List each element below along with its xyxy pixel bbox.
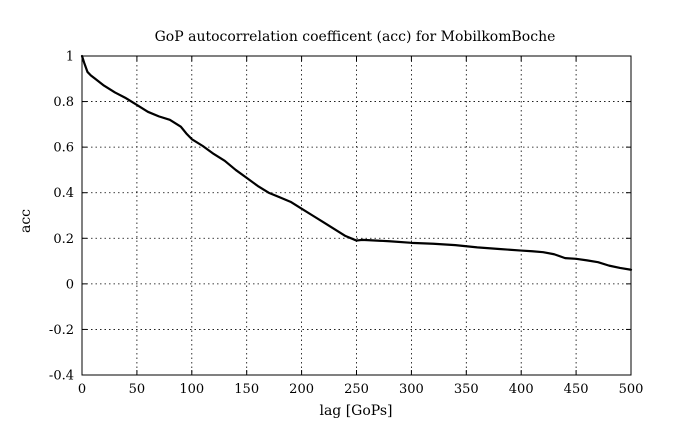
acc-series-line <box>80 54 633 271</box>
x-axis-label: lag [GoPs] <box>319 403 392 419</box>
x-tick-label: 150 <box>234 382 259 397</box>
y-tick-label: 0.6 <box>53 141 74 156</box>
x-tick-label: 400 <box>509 382 534 397</box>
chart-title: GoP autocorrelation coefficent (acc) for… <box>155 29 556 45</box>
x-tick-label: 100 <box>179 382 204 397</box>
x-tick-label: 50 <box>129 382 146 397</box>
x-tick-label: 500 <box>619 382 644 397</box>
grid <box>82 56 631 375</box>
y-tick-label: 0.8 <box>53 95 74 110</box>
x-tick-label: 350 <box>454 382 479 397</box>
y-tick-label: 0 <box>66 277 74 292</box>
x-tick-label: 200 <box>289 382 314 397</box>
y-tick-label: -0.2 <box>49 323 74 338</box>
y-tick-label: 0.4 <box>53 186 74 201</box>
y-tick-label: -0.4 <box>49 369 74 384</box>
series-layer <box>80 54 633 271</box>
y-axis-label: acc <box>18 209 34 233</box>
x-tick-label: 250 <box>344 382 369 397</box>
y-tick-label: 0.2 <box>53 232 74 247</box>
y-tick-label: 1 <box>66 50 74 65</box>
x-tick-label: 300 <box>399 382 424 397</box>
x-tick-label: 450 <box>564 382 589 397</box>
x-tick-label: 0 <box>78 382 86 397</box>
ticks: 0 50 100 150 200 250 300 350 400 450 500 -0.4 -0.2 0 0… <box>49 50 643 398</box>
